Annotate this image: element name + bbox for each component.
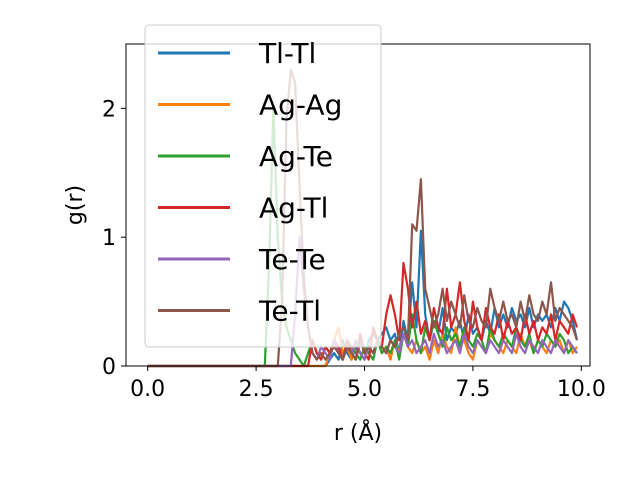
- series-line-3: [147, 261, 579, 368]
- x-tick-label: 0.0: [130, 377, 165, 402]
- x-tick-label: 7.5: [455, 377, 490, 402]
- y-tick-label: 1: [102, 226, 116, 251]
- legend-label: Ag-Ag: [259, 89, 342, 122]
- legend-label: Te-Te: [258, 243, 326, 276]
- y-axis-ticks: 0 1 2: [102, 97, 126, 380]
- y-tick-label: 2: [102, 97, 116, 122]
- legend-label: Te-Tl: [258, 295, 321, 328]
- x-tick-label: 10.0: [557, 377, 606, 402]
- y-tick-label: 0: [102, 355, 116, 380]
- x-axis-label: r (Å): [334, 419, 382, 446]
- series-line-2: [147, 107, 578, 368]
- x-tick-label: 2.5: [239, 377, 274, 402]
- y-axis-label: g(r): [63, 185, 88, 225]
- x-axis-ticks: 0.0 2.5 5.0 7.5 10.0: [130, 366, 606, 402]
- legend: Tl-Tl Ag-Ag Ag-Te Ag-Tl Te-Te Te-Tl: [144, 24, 382, 348]
- legend-label: Ag-Te: [259, 140, 333, 173]
- x-tick-label: 5.0: [347, 377, 382, 402]
- legend-label: Ag-Tl: [259, 192, 328, 225]
- legend-label: Tl-Tl: [258, 37, 316, 70]
